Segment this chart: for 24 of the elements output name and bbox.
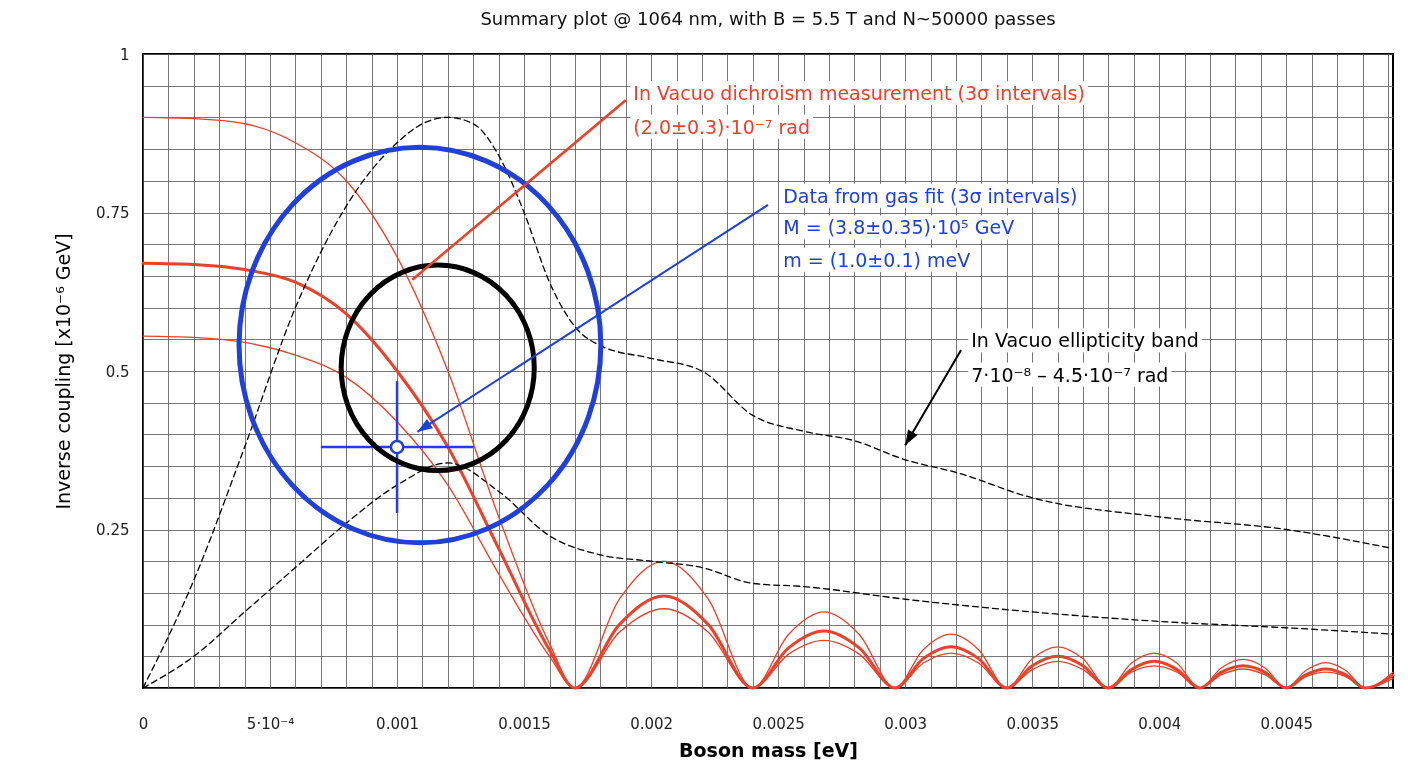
y-tick-label: 0.75 xyxy=(96,204,130,222)
x-tick-label: 5·10⁻⁴ xyxy=(246,714,295,733)
x-tick-label: 0.0035 xyxy=(1006,714,1059,733)
x-tick-label: 0.003 xyxy=(884,714,928,733)
x-tick-label: 0.0025 xyxy=(752,714,805,733)
annotation: 7·10⁻⁸ – 4.5·10⁻⁷ rad xyxy=(971,363,1169,386)
y-tick-label: 0.25 xyxy=(96,521,130,539)
x-tick-label: 0.001 xyxy=(376,714,420,733)
annotation: (2.0±0.3)·10⁻⁷ rad xyxy=(633,115,810,138)
x-tick-label: 0.0045 xyxy=(1260,714,1314,733)
y-tick-label: 0.5 xyxy=(105,362,130,381)
annotation: Data from gas fit (3σ intervals) xyxy=(783,184,1078,207)
annotation: M = (3.8±0.35)·10⁵ GeV xyxy=(783,216,1015,239)
y-axis-title: Inverse coupling [x10⁻⁶ GeV] xyxy=(52,233,75,510)
x-tick-label: 0.004 xyxy=(1138,714,1182,733)
y-tick-label: 1 xyxy=(119,45,130,64)
annotation: In Vacuo ellipticity band xyxy=(971,329,1199,352)
annotation: In Vacuo dichroism measurement (3σ intervals) xyxy=(633,82,1085,105)
chart-title: Summary plot @ 1064 nm, with B = 5.5 T and N~50000 passes xyxy=(480,8,1056,29)
x-tick-label: 0 xyxy=(138,714,149,733)
annotation: m = (1.0±0.1) meV xyxy=(783,248,971,271)
x-tick-label: 0.002 xyxy=(630,714,674,733)
x-axis-title: Boson mass [eV] xyxy=(679,738,858,761)
x-tick-label: 0.0015 xyxy=(498,714,551,733)
